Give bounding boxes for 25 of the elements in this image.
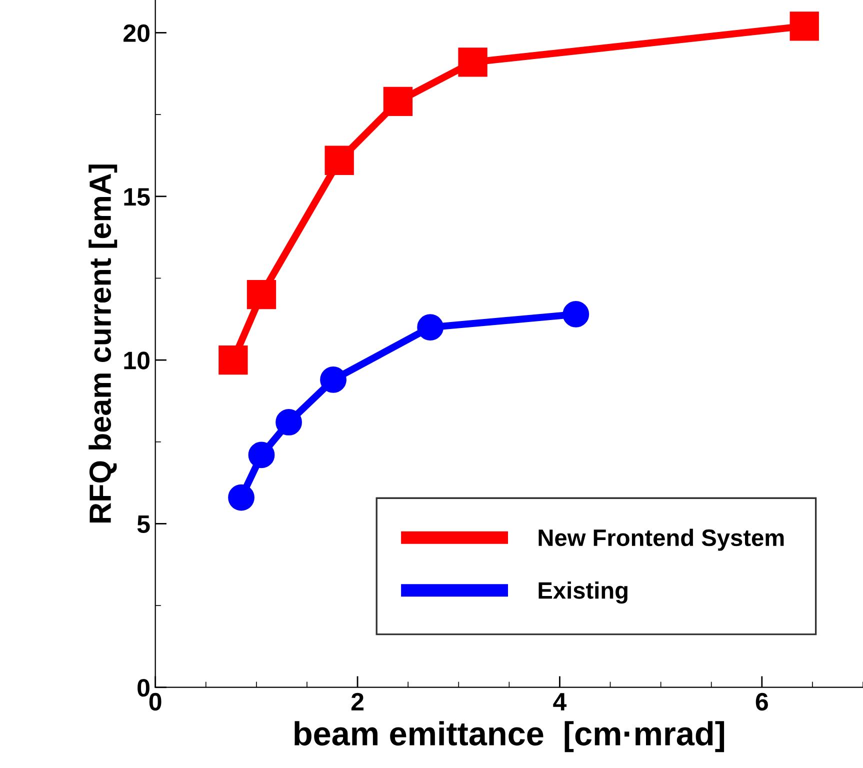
x-axis-title: beam emittance [cm·mrad] — [294, 721, 724, 752]
point — [228, 484, 254, 511]
point — [276, 409, 302, 436]
point — [417, 314, 444, 341]
point — [320, 366, 346, 393]
y-tick-label: 15 — [124, 188, 150, 206]
legend-label: New Frontend System — [538, 528, 784, 551]
x-tick-label: 6 — [756, 692, 768, 711]
point — [218, 345, 248, 375]
legend-label: Existing — [538, 582, 628, 604]
x-tick-label: 2 — [351, 692, 364, 710]
point — [790, 12, 819, 41]
x-tick-label: 4 — [553, 693, 567, 710]
y-tick-label: 5 — [137, 516, 150, 534]
point — [246, 280, 276, 310]
y-axis-title: RFQ beam current [emA] — [88, 164, 118, 522]
y-tick-label: 10 — [124, 352, 150, 370]
point — [383, 86, 413, 116]
y-tick-label: 0 — [138, 678, 150, 697]
x-tick-label: 0 — [149, 692, 162, 711]
point — [324, 146, 354, 175]
point — [248, 442, 275, 468]
point — [458, 48, 488, 77]
point — [562, 301, 590, 328]
y-tick-label: 20 — [124, 24, 150, 42]
